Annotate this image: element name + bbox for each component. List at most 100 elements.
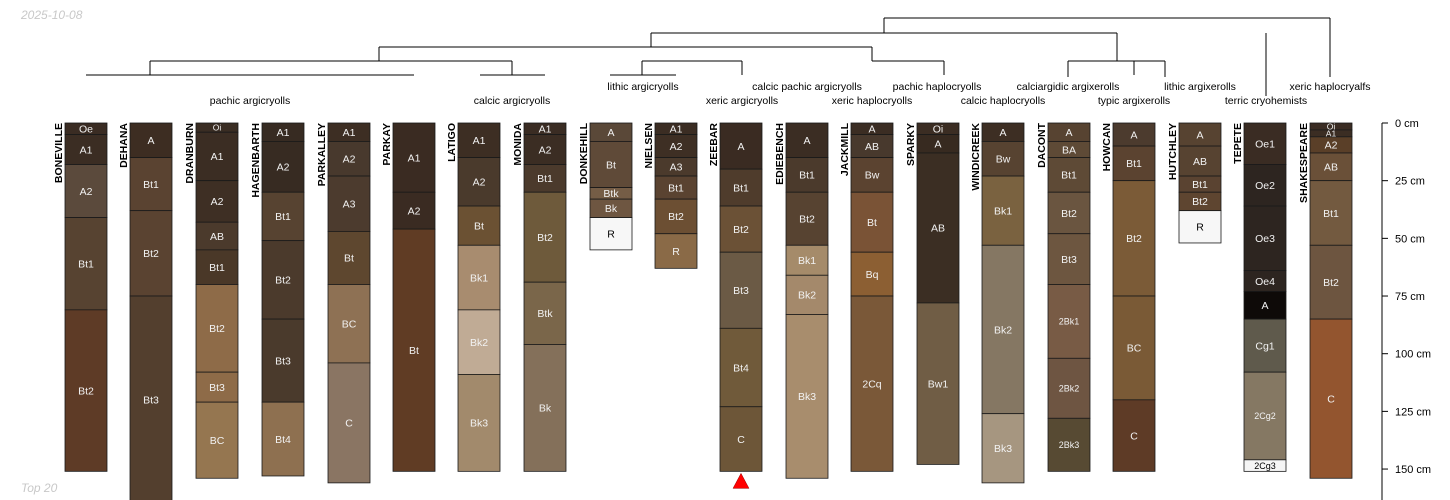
horizon-label: A1	[473, 135, 486, 147]
horizon-label: Bt1	[799, 170, 815, 182]
horizon-2cq	[850, 295, 894, 472]
profile-name: DRANBURN	[184, 123, 196, 184]
horizon-a2	[392, 191, 436, 230]
horizon-label: A	[934, 139, 941, 151]
horizon-label: BA	[1062, 144, 1076, 156]
horizon-bk1	[457, 244, 501, 311]
horizon-label: Bt1	[1323, 208, 1339, 220]
horizon-label: Bk3	[470, 418, 488, 430]
profile-howcan: A Bt1 Bt2 BC C HOWCAN	[1101, 122, 1156, 472]
taxon-label: pachic haplocryolls	[893, 81, 982, 93]
horizon-label: Bt1	[209, 262, 225, 274]
horizon-a2	[327, 141, 371, 177]
profile-tepete: Oe1 Oe2 Oe3 Oe4 A Cg1 2Cg2 2Cg3 TEPETE	[1232, 122, 1287, 472]
horizon-label: Bt4	[275, 434, 291, 446]
horizon-bt4	[719, 327, 763, 408]
horizon-label: AB	[865, 141, 879, 153]
horizon-bt1	[1309, 180, 1353, 246]
horizon-label: Bt1	[537, 173, 553, 185]
profile-name: PARKALLEY	[316, 123, 328, 186]
horizon-label: Bt3	[733, 285, 749, 297]
footer-label: Top 20	[21, 481, 58, 495]
horizon-a1	[457, 122, 501, 159]
horizon-label: A	[607, 127, 614, 139]
horizon-a2	[523, 134, 567, 165]
horizon-label: Bt2	[537, 232, 553, 244]
horizon-cg1	[1243, 318, 1287, 373]
horizon-ab	[916, 152, 960, 304]
horizon-bt1	[1047, 157, 1091, 193]
horizon-label: Bk	[605, 203, 618, 215]
horizon-label: 2Cg3	[1254, 461, 1276, 471]
horizon-label: Bt3	[143, 395, 159, 407]
taxon-label: lithic argicryolls	[607, 81, 678, 93]
horizon-label: Btk	[603, 188, 619, 200]
horizon-bt1	[785, 157, 829, 193]
profile-jackmill: A AB Bw Bt Bq 2Cq JACKMILL	[839, 122, 894, 472]
horizon-label: C	[345, 418, 353, 430]
horizon-label: Bt2	[78, 385, 94, 397]
horizon-label: Bt1	[733, 182, 749, 194]
horizon-label: A1	[1326, 128, 1337, 138]
horizon-label: Btk	[537, 308, 553, 320]
horizon-label: AB	[1193, 156, 1207, 168]
horizon-a1	[195, 131, 239, 182]
horizon-label: Oe2	[1255, 180, 1275, 192]
dendrogram	[86, 17, 1331, 96]
horizon-label: Bt3	[1061, 254, 1077, 266]
taxon-label: typic argixerolls	[1098, 95, 1170, 107]
horizon-bk	[523, 344, 567, 472]
horizon-label: A2	[408, 205, 421, 217]
horizon-label: Bt2	[668, 211, 684, 223]
horizon-bt2	[1047, 191, 1091, 235]
profile-name: DONKEHILL	[578, 122, 590, 184]
horizon-label: BC	[210, 435, 225, 447]
profile-name: PARKAY	[381, 123, 393, 166]
horizon-label: Oi	[933, 124, 944, 136]
profile-name: HOWCAN	[1101, 123, 1113, 171]
horizon-label: AB	[1324, 162, 1338, 174]
horizon-label: A1	[277, 127, 290, 139]
taxon-label: terric cryohemists	[1225, 95, 1307, 107]
profile-latigo: A1 A2 Bt Bk1 Bk2 Bk3 LATIGO	[446, 122, 501, 472]
horizon-oe1	[1243, 122, 1287, 165]
horizon-label: AB	[210, 231, 224, 243]
horizon-label: A1	[80, 144, 93, 156]
taxon-label: xeric argicryolls	[706, 95, 778, 107]
horizon-label: A2	[277, 162, 290, 174]
horizon-a	[1243, 291, 1287, 320]
profile-dranburn: Oi A1 A2 AB Bt1 Bt2 Bt3 BC DRANBURN	[184, 122, 239, 479]
horizon-bt	[392, 228, 436, 472]
horizon-bt1	[64, 217, 108, 311]
horizon-label: Bt1	[275, 211, 291, 223]
profile-monida: A1 A2 Bt1 Bt2 Btk Bk MONIDA	[512, 123, 567, 472]
horizon-bt3	[195, 371, 239, 403]
horizon-bt3	[719, 251, 763, 329]
horizon-label: Bk1	[798, 255, 816, 267]
horizon-bt1	[1112, 145, 1156, 182]
profile-name: DEHANA	[118, 123, 130, 168]
horizon-label: Bt2	[1323, 277, 1339, 289]
profile-name: ZEEBAR	[708, 123, 720, 167]
horizon-label: Bw1	[928, 378, 949, 390]
horizon-label: R	[672, 246, 680, 258]
horizon-label: A2	[670, 141, 683, 153]
horizon-c	[719, 406, 763, 472]
horizon-label: A2	[343, 154, 356, 166]
horizon-label: Bk1	[470, 272, 488, 284]
horizon-bk3	[785, 314, 829, 479]
horizon-label: A	[1065, 127, 1072, 139]
horizon-2cg2	[1243, 371, 1287, 461]
depth-axis: 0 cm 25 cm 50 cm 75 cm 100 cm 125 cm 150 cm	[1381, 118, 1431, 500]
taxon-label: calciargidic argixerolls	[1017, 81, 1120, 93]
profile-boneville: Oe A1 A2 Bt1 Bt2 BONEVILLE	[53, 122, 108, 472]
horizon-a1	[64, 134, 108, 165]
horizon-label: Bt2	[1126, 233, 1142, 245]
horizon-bw	[981, 141, 1025, 177]
horizon-label: Bt	[867, 217, 877, 229]
horizon-label: Bt2	[1192, 196, 1208, 208]
horizon-label: AB	[931, 223, 945, 235]
horizon-bt2	[129, 210, 173, 297]
horizon-label: Bk2	[470, 337, 488, 349]
depth-tick-label: 75 cm	[1395, 291, 1425, 303]
